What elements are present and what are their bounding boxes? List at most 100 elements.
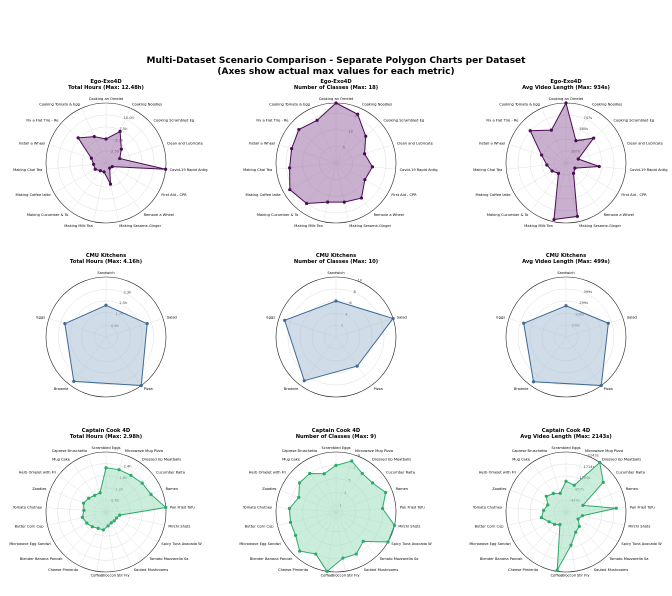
category-label: Scrambled Eggs <box>91 446 120 450</box>
data-point <box>370 165 375 169</box>
category-label: First Aid - CPR <box>161 193 187 197</box>
category-label: Cooking Tomato & Egg <box>269 103 310 107</box>
category-label: Mug Cake <box>282 457 300 461</box>
data-polygon <box>77 130 166 185</box>
data-point <box>93 493 97 497</box>
panel-title-dataset: CMU Kitchens <box>86 253 126 259</box>
panel-title-metric: Avg Video Length (Max: 499s) <box>522 259 610 265</box>
category-label: Cooking Scrambled Eg <box>614 118 655 122</box>
category-label: Cooking Tomato & Egg <box>39 103 80 107</box>
data-point <box>96 526 100 530</box>
data-point <box>92 135 96 139</box>
panel-title-dataset: CMU Kitchens <box>316 253 356 259</box>
data-point <box>531 380 536 384</box>
category-label: Cooking Scrambled Eg <box>384 118 425 122</box>
tick-label: 7.5h <box>119 127 127 131</box>
category-label: Making Milk Tea <box>294 224 322 228</box>
data-point <box>356 112 360 116</box>
category-label: Install a Wheel <box>479 141 506 145</box>
data-point <box>555 568 559 572</box>
category-label: Microwave Egg Sandwi <box>469 542 510 546</box>
category-label: Sauted Mushrooms <box>134 568 169 572</box>
data-point <box>112 519 116 523</box>
category-label: Making Chai Tea <box>13 168 42 172</box>
data-point <box>558 491 562 495</box>
panel-title-metric: Total Hours (Max: 4.16h) <box>70 259 142 265</box>
panel-title-dataset: Captain Cook 4D <box>312 428 361 434</box>
category-label: Spicy Tuna Avocado W <box>621 542 662 546</box>
category-label: Blender Banana Pancak <box>20 557 63 561</box>
data-polygon <box>523 305 609 387</box>
data-point <box>102 170 106 174</box>
data-point <box>558 523 562 527</box>
category-label: Broccoli Stir Fry <box>101 573 130 577</box>
category-label: Herb Omelet with Fri <box>19 470 56 474</box>
category-label: Cooking Tomato & Egg <box>499 103 540 107</box>
category-label: Herb Omelet with Fri <box>249 470 286 474</box>
data-point <box>118 129 122 133</box>
category-label: Spicy Tuna Avocado W <box>391 542 432 546</box>
data-point <box>118 513 122 517</box>
data-point <box>80 515 85 519</box>
data-point <box>283 318 287 322</box>
data-polygon <box>529 101 600 221</box>
data-point <box>288 520 293 524</box>
category-label: Fix a Flat Tire - Re <box>26 118 59 122</box>
tick-label: 747s <box>583 116 592 120</box>
category-label: Cooking Noodles <box>592 103 622 107</box>
data-point <box>110 165 114 169</box>
data-point <box>106 524 110 528</box>
data-point <box>109 521 113 525</box>
data-point <box>104 303 108 307</box>
data-point <box>571 171 576 175</box>
category-label: Eggs <box>36 315 45 319</box>
data-point <box>334 463 338 467</box>
spoke <box>105 162 159 194</box>
tick-label: 6 <box>349 301 352 305</box>
data-point <box>334 101 338 105</box>
data-point <box>145 322 149 326</box>
data-point <box>355 364 359 368</box>
category-label: Sandwich <box>327 271 344 275</box>
data-point <box>91 162 96 166</box>
category-label: Cheese Pimiento <box>278 568 308 572</box>
category-label: Making Sesame-Ginger <box>579 224 621 228</box>
category-label: Coffee <box>551 573 563 577</box>
data-point <box>564 304 568 308</box>
data-point <box>164 167 168 171</box>
category-label: Cooking Noodles <box>362 103 392 107</box>
data-point <box>308 471 312 476</box>
category-label: Fix a Flat Tire - Re <box>256 118 289 122</box>
category-label: Making Milk Tea <box>524 224 552 228</box>
data-point <box>350 459 354 463</box>
data-point <box>315 118 319 122</box>
category-label: Sandwich <box>557 271 574 275</box>
category-label: Blender Banana Pancak <box>250 557 293 561</box>
data-point <box>384 490 388 495</box>
data-point <box>380 506 385 511</box>
data-point <box>117 468 121 472</box>
data-point <box>334 299 338 303</box>
data-point <box>98 169 102 173</box>
data-point <box>119 147 123 151</box>
data-polygon <box>288 460 396 573</box>
category-label: Caprese Bruschetta <box>52 449 87 453</box>
category-label: Cheese Pimiento <box>508 568 538 572</box>
category-label: Making Cucumber & To <box>487 213 528 217</box>
category-label: Sauted Mushrooms <box>364 568 399 572</box>
category-label: Making Coffee latte <box>16 193 52 197</box>
tick-label: 10.0h <box>123 116 133 120</box>
data-polygon <box>81 467 167 531</box>
data-point <box>82 508 86 512</box>
category-label: Clean and Lubricate <box>627 141 664 145</box>
data-point <box>104 466 108 470</box>
data-point <box>297 481 302 485</box>
category-label: Eggs <box>496 315 505 319</box>
category-label: Cucumber Raita <box>386 470 415 474</box>
data-point <box>362 152 367 156</box>
